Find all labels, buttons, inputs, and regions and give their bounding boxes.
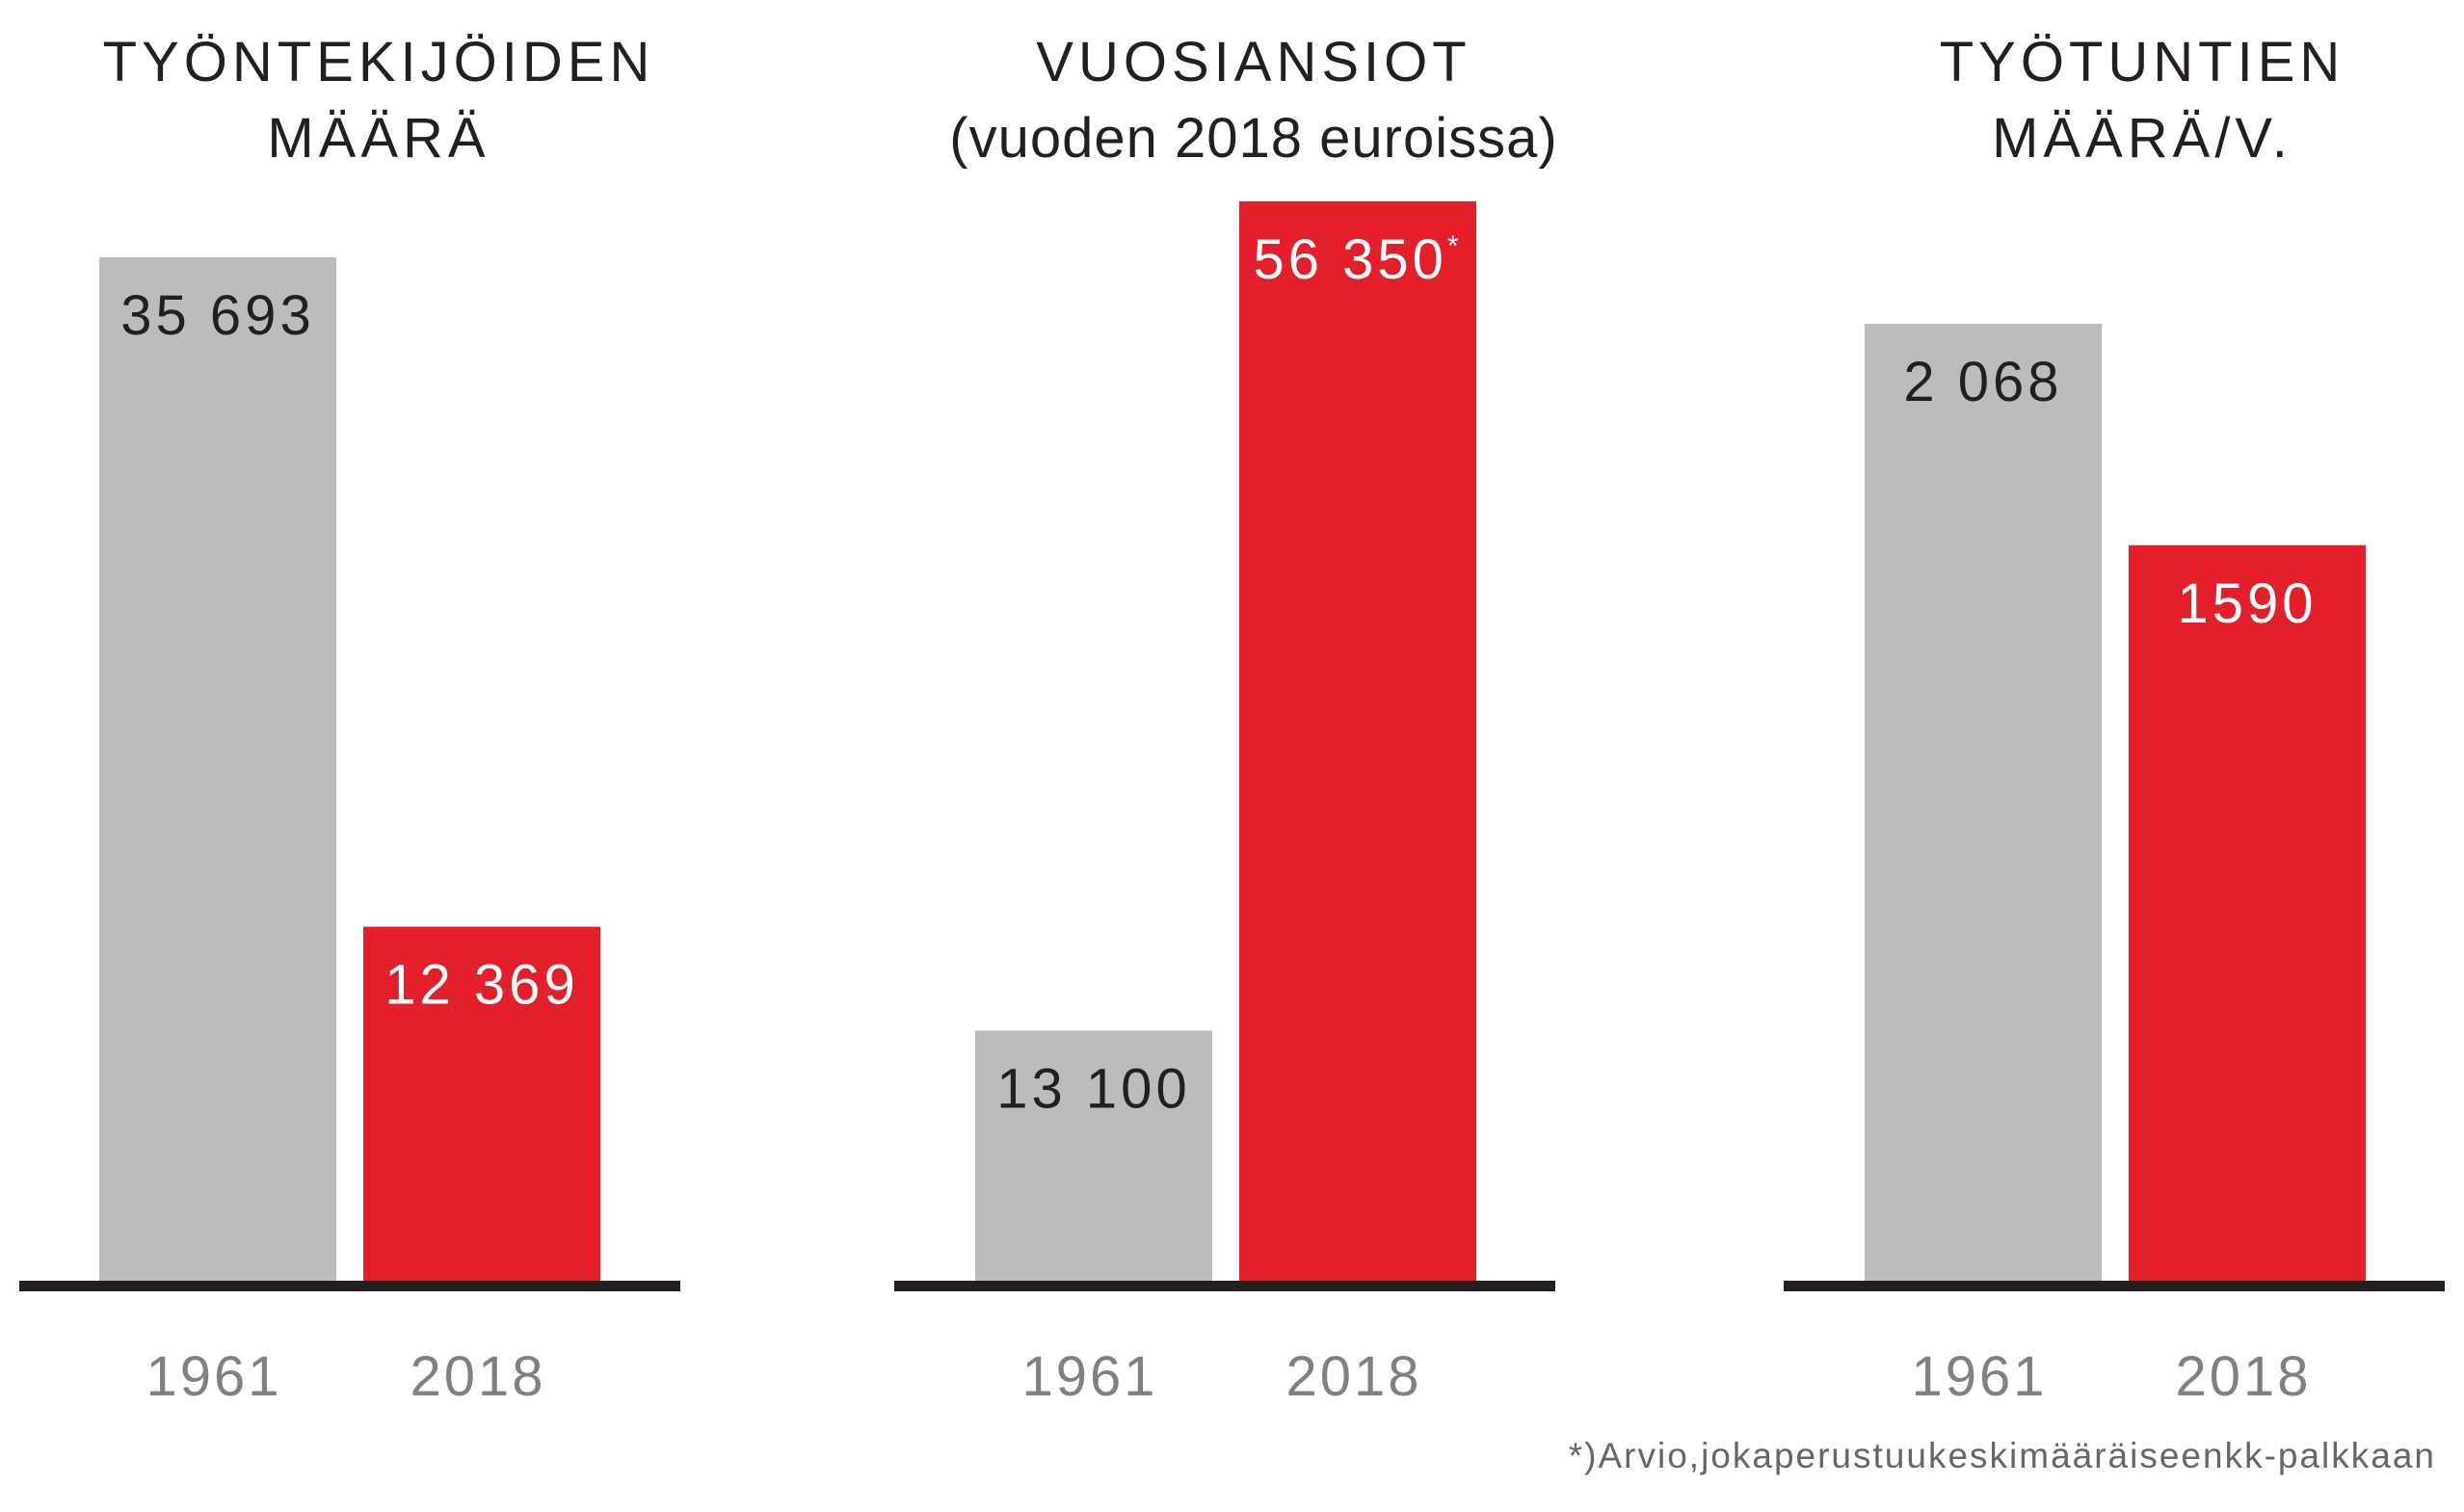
chart-title-line: MÄÄRÄ/V. [1992, 107, 2292, 170]
bar-2018 [363, 926, 600, 1282]
bar-value-label: 35 693 [120, 284, 314, 347]
footnote: *)Arvio,jokaperustuukeskimääräiseenkk-pa… [1569, 1436, 2436, 1475]
x-tick-label: 2018 [1285, 1345, 1421, 1408]
bar-value-label: 12 369 [384, 954, 578, 1017]
chart-title-line: VUOSIANSIOT [1036, 31, 1470, 93]
bar-2018 [2129, 544, 2366, 1282]
chart-panel-3: TYÖTUNTIEN MÄÄRÄ/V. 2 068 1961 1590 2018 [1784, 31, 2445, 1408]
chart-title-line: MÄÄRÄ [267, 107, 490, 170]
bar-value-label: 2 068 [1903, 351, 2062, 413]
x-tick-label: 1961 [146, 1345, 281, 1408]
chart-panel-2: VUOSIANSIOT (vuoden 2018 euroissa) 13 100 1… [894, 31, 1557, 1408]
bar-1961 [99, 257, 336, 1282]
baseline-axis [1784, 1281, 2445, 1291]
baseline-axis [894, 1281, 1555, 1291]
chart-title-line: (vuoden 2018 euroissa) [949, 107, 1557, 170]
bar-value-label: 56 350* [1253, 228, 1462, 291]
bar-1961 [975, 1030, 1212, 1282]
bar-1961 [1865, 324, 2102, 1282]
chart-title-line: TYÖTUNTIEN [1940, 31, 2345, 93]
x-tick-label: 1961 [1911, 1345, 2047, 1408]
bar-value-label: 13 100 [996, 1057, 1190, 1120]
bar-2018 [1239, 201, 1476, 1282]
bar-value-label: 1590 [2177, 572, 2317, 635]
x-tick-label: 1961 [1021, 1345, 1157, 1408]
chart-title-line: TYÖNTEKIJÖIDEN [103, 31, 655, 93]
footnote-marker: * [1447, 230, 1463, 262]
x-tick-label: 2018 [410, 1345, 545, 1408]
chart-panel-1: TYÖNTEKIJÖIDEN MÄÄRÄ 35 693 1961 12 369 2018 [19, 31, 680, 1408]
baseline-axis [19, 1281, 680, 1291]
x-tick-label: 2018 [2175, 1345, 2311, 1408]
